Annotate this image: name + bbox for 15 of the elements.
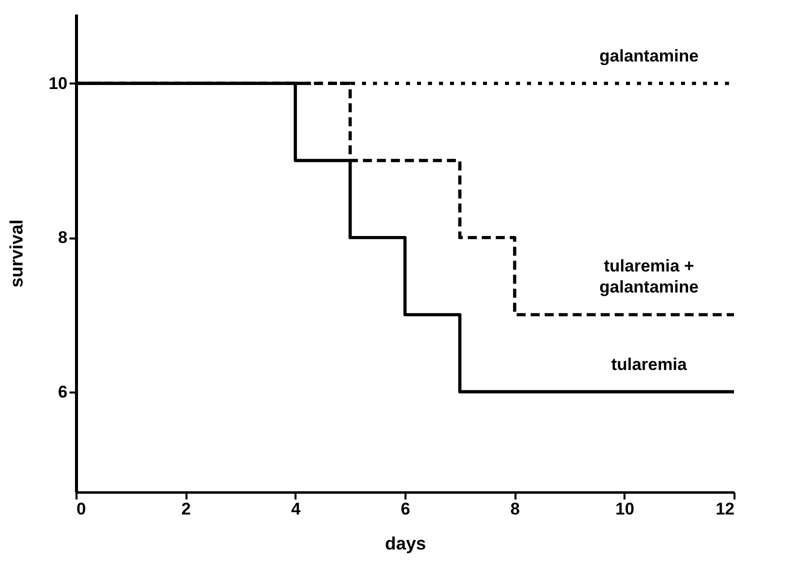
x-tick-label: 0	[76, 500, 86, 518]
y-tick-label: 6	[58, 382, 68, 402]
x-tick-label: 4	[291, 500, 302, 518]
x-axis-title: days	[384, 534, 426, 554]
x-tick-label: 2	[181, 500, 191, 518]
series-label: galantamine	[599, 46, 699, 66]
x-tick-label: 6	[400, 500, 410, 518]
x-tick-label: 8	[510, 500, 520, 518]
y-tick-label: 10	[48, 74, 68, 93]
y-axis-title: survival	[6, 219, 27, 288]
series-label: tularemia	[611, 354, 688, 374]
series-label: tularemia + galantamine	[599, 256, 699, 297]
x-tick-label: 10	[615, 500, 634, 518]
x-tick-label: 12	[716, 500, 734, 518]
y-tick-label: 8	[58, 228, 68, 248]
